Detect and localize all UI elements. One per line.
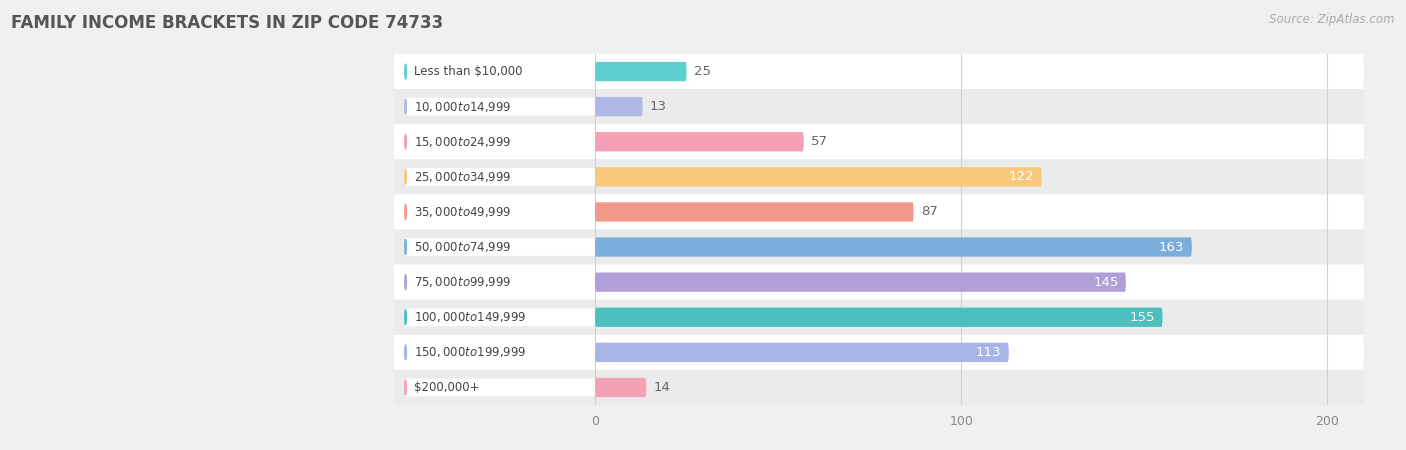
FancyBboxPatch shape: [405, 273, 595, 291]
FancyBboxPatch shape: [405, 308, 595, 326]
Circle shape: [405, 169, 406, 184]
FancyBboxPatch shape: [405, 203, 595, 221]
FancyBboxPatch shape: [394, 194, 1364, 230]
Text: $10,000 to $14,999: $10,000 to $14,999: [413, 99, 512, 114]
FancyBboxPatch shape: [595, 273, 1126, 292]
FancyBboxPatch shape: [394, 230, 1364, 265]
FancyBboxPatch shape: [595, 132, 804, 151]
Text: 87: 87: [921, 206, 938, 218]
Text: $50,000 to $74,999: $50,000 to $74,999: [413, 240, 512, 254]
Circle shape: [405, 310, 406, 325]
Text: $100,000 to $149,999: $100,000 to $149,999: [413, 310, 526, 324]
Text: 13: 13: [650, 100, 666, 113]
FancyBboxPatch shape: [394, 300, 1364, 335]
FancyBboxPatch shape: [405, 343, 595, 361]
Circle shape: [405, 134, 406, 149]
FancyBboxPatch shape: [394, 370, 1364, 405]
Text: 25: 25: [695, 65, 711, 78]
FancyBboxPatch shape: [595, 97, 643, 116]
FancyBboxPatch shape: [394, 159, 1364, 194]
Circle shape: [405, 239, 406, 255]
FancyBboxPatch shape: [405, 238, 595, 256]
FancyBboxPatch shape: [595, 167, 1042, 186]
FancyBboxPatch shape: [405, 168, 595, 186]
Text: Less than $10,000: Less than $10,000: [413, 65, 523, 78]
FancyBboxPatch shape: [394, 54, 1364, 89]
FancyBboxPatch shape: [394, 89, 1364, 124]
FancyBboxPatch shape: [394, 124, 1364, 159]
FancyBboxPatch shape: [394, 335, 1364, 370]
Text: 113: 113: [976, 346, 1001, 359]
Text: $35,000 to $49,999: $35,000 to $49,999: [413, 205, 512, 219]
FancyBboxPatch shape: [595, 62, 686, 81]
FancyBboxPatch shape: [405, 98, 595, 116]
Circle shape: [405, 274, 406, 290]
Text: 14: 14: [654, 381, 671, 394]
Text: 57: 57: [811, 135, 828, 148]
Circle shape: [405, 204, 406, 220]
Text: $150,000 to $199,999: $150,000 to $199,999: [413, 345, 526, 360]
Text: Source: ZipAtlas.com: Source: ZipAtlas.com: [1270, 14, 1395, 27]
Text: 155: 155: [1129, 311, 1156, 324]
Text: 145: 145: [1092, 276, 1119, 288]
FancyBboxPatch shape: [405, 133, 595, 151]
Text: $15,000 to $24,999: $15,000 to $24,999: [413, 135, 512, 149]
FancyBboxPatch shape: [595, 343, 1008, 362]
FancyBboxPatch shape: [405, 63, 595, 81]
Circle shape: [405, 64, 406, 79]
FancyBboxPatch shape: [595, 308, 1163, 327]
FancyBboxPatch shape: [595, 202, 914, 221]
Text: FAMILY INCOME BRACKETS IN ZIP CODE 74733: FAMILY INCOME BRACKETS IN ZIP CODE 74733: [11, 14, 443, 32]
Circle shape: [405, 380, 406, 395]
Text: 163: 163: [1159, 241, 1184, 253]
Text: $25,000 to $34,999: $25,000 to $34,999: [413, 170, 512, 184]
Circle shape: [405, 345, 406, 360]
FancyBboxPatch shape: [595, 378, 647, 397]
Circle shape: [405, 99, 406, 114]
FancyBboxPatch shape: [405, 378, 595, 396]
FancyBboxPatch shape: [595, 238, 1192, 256]
FancyBboxPatch shape: [394, 265, 1364, 300]
Text: $75,000 to $99,999: $75,000 to $99,999: [413, 275, 512, 289]
Text: 122: 122: [1010, 171, 1035, 183]
Text: $200,000+: $200,000+: [413, 381, 479, 394]
